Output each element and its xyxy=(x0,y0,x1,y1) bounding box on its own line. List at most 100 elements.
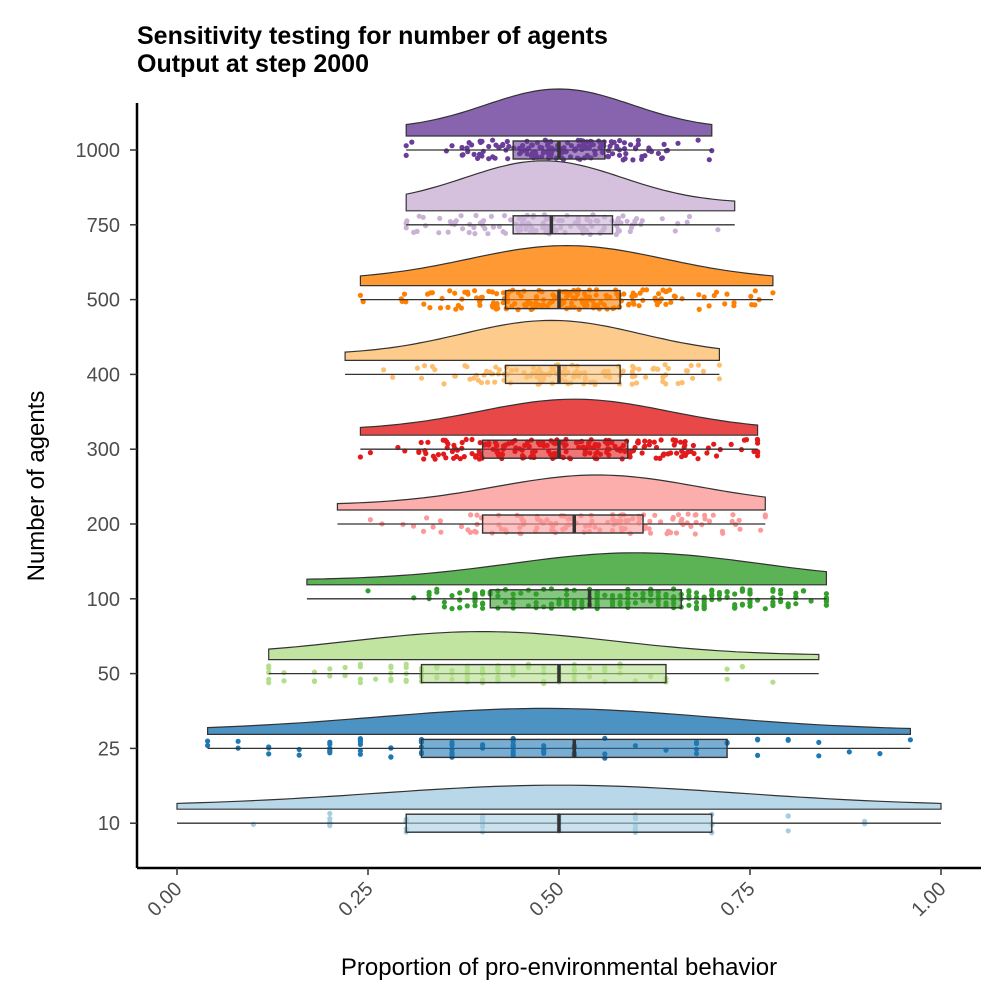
point-300 xyxy=(421,456,427,462)
point-1000 xyxy=(635,137,641,143)
point-400 xyxy=(662,362,668,368)
point-10 xyxy=(327,816,333,822)
point-400 xyxy=(665,365,672,372)
point-500 xyxy=(486,288,492,294)
point-750 xyxy=(627,228,633,235)
y-tick-label: 10 xyxy=(98,813,120,835)
point-500 xyxy=(640,297,646,303)
point-500 xyxy=(668,299,674,305)
point-750 xyxy=(460,226,466,232)
point-25 xyxy=(235,738,241,744)
point-200 xyxy=(668,530,674,536)
y-tick-label: 100 xyxy=(87,589,120,611)
cloud-300 xyxy=(357,398,761,462)
point-400 xyxy=(700,368,707,374)
point-750 xyxy=(403,225,409,231)
box-500 xyxy=(504,289,621,310)
point-500 xyxy=(489,303,495,309)
point-1000 xyxy=(500,141,506,148)
point-400 xyxy=(496,367,502,373)
point-500 xyxy=(748,293,754,299)
point-500 xyxy=(770,290,776,296)
point-100 xyxy=(747,603,753,609)
point-500 xyxy=(429,290,435,296)
y-tick-label: 200 xyxy=(87,514,120,536)
point-100 xyxy=(732,591,738,597)
point-300 xyxy=(457,456,463,462)
density-400 xyxy=(344,319,720,361)
box-50 xyxy=(420,663,667,684)
point-400 xyxy=(630,363,636,369)
point-400 xyxy=(690,375,696,381)
point-100 xyxy=(701,599,707,605)
point-500 xyxy=(706,303,712,309)
point-500 xyxy=(664,288,670,294)
point-50 xyxy=(342,664,348,671)
point-1000 xyxy=(695,137,701,143)
point-1000 xyxy=(658,155,665,162)
point-200 xyxy=(692,512,698,518)
point-100 xyxy=(449,593,455,599)
point-750 xyxy=(458,213,464,219)
point-25 xyxy=(357,741,363,748)
title-line-1: Sensitivity testing for number of agents xyxy=(137,22,608,50)
point-750 xyxy=(471,224,477,231)
point-200 xyxy=(410,523,417,529)
point-200 xyxy=(474,512,480,518)
y-tick-label: 300 xyxy=(87,439,120,461)
point-300 xyxy=(445,441,451,447)
point-200 xyxy=(710,512,716,518)
point-500 xyxy=(453,306,459,312)
point-300 xyxy=(423,450,429,457)
point-400 xyxy=(492,379,498,385)
point-750 xyxy=(482,226,488,232)
point-1000 xyxy=(622,156,628,162)
point-200 xyxy=(642,523,648,529)
point-1000 xyxy=(639,156,645,162)
x-tick-label: 1.00 xyxy=(907,878,950,921)
point-500 xyxy=(401,291,408,297)
point-400 xyxy=(381,367,387,373)
point-25 xyxy=(327,748,333,754)
title-line-2: Output at step 2000 xyxy=(137,50,369,78)
point-300 xyxy=(665,451,671,457)
point-500 xyxy=(696,292,702,298)
point-100 xyxy=(480,600,486,606)
point-200 xyxy=(670,516,676,522)
point-300 xyxy=(459,439,465,446)
point-200 xyxy=(729,518,735,525)
x-tick-label: 0.50 xyxy=(525,878,568,921)
point-400 xyxy=(716,376,723,382)
point-500 xyxy=(425,291,431,297)
point-1000 xyxy=(616,152,623,158)
point-400 xyxy=(421,363,428,369)
point-300 xyxy=(678,439,684,445)
point-200 xyxy=(647,530,654,536)
point-400 xyxy=(418,375,425,381)
point-100 xyxy=(770,588,776,594)
point-50 xyxy=(388,676,394,682)
point-200 xyxy=(730,512,736,518)
point-750 xyxy=(416,213,422,219)
point-750 xyxy=(686,213,693,220)
point-50 xyxy=(327,673,333,679)
point-50 xyxy=(327,666,333,672)
point-300 xyxy=(441,451,447,457)
point-300 xyxy=(642,443,648,449)
point-300 xyxy=(751,448,757,455)
point-1000 xyxy=(469,142,475,148)
point-750 xyxy=(472,231,478,237)
box-100 xyxy=(489,589,682,609)
point-200 xyxy=(688,523,694,530)
point-10 xyxy=(785,813,791,819)
point-100 xyxy=(457,605,463,611)
point-750 xyxy=(436,230,442,236)
point-50 xyxy=(281,678,287,684)
point-100 xyxy=(441,604,447,610)
point-100 xyxy=(693,599,700,606)
point-25 xyxy=(907,737,914,743)
point-500 xyxy=(644,287,650,293)
point-25 xyxy=(205,742,211,749)
point-500 xyxy=(427,305,433,311)
